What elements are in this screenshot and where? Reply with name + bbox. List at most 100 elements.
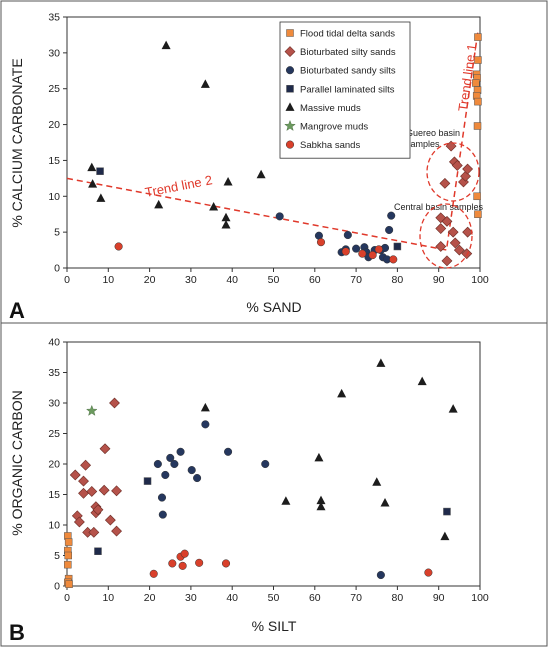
bioturbated-silty-sands-point	[449, 237, 461, 249]
panel-b-x-tick-label: 10	[102, 592, 114, 604]
bioturbated-silty-sands-point	[441, 215, 453, 227]
sabkha-sands-point	[389, 255, 398, 264]
bioturbated-sandy-silts-point	[187, 466, 196, 475]
panel-b-letter: B	[9, 620, 25, 645]
sabkha-sands-point	[341, 247, 350, 256]
bioturbated-sandy-silts-point	[343, 230, 352, 240]
panel-b-x-tick-label: 80	[392, 592, 404, 604]
panel-b-x-tick-label: 70	[350, 592, 362, 604]
bioturbated-sandy-silts-point	[161, 470, 170, 480]
legend-label-bioturbated-sandy-silts: Bioturbated sandy silts	[300, 66, 396, 77]
massive-muds-point	[256, 169, 266, 179]
central-basin-ellipse	[419, 203, 473, 269]
panel-b-x-tick-label: 60	[309, 592, 321, 604]
trend-line-1-line	[446, 31, 479, 247]
panel-a-x-tick-label: 70	[350, 274, 362, 286]
bioturbated-silty-sands-point	[109, 397, 120, 409]
bioturbated-silty-sands-point	[453, 244, 465, 256]
panel-a-y-tick-label: 0	[54, 263, 60, 275]
sabkha-sands-point	[149, 569, 158, 578]
massive-muds-point	[87, 162, 97, 172]
mangrove-muds-point	[86, 404, 98, 416]
panel-a-y-tick-label: 5	[54, 227, 60, 239]
massive-muds-point	[316, 501, 326, 511]
panel-b-y-tick-label: 5	[54, 550, 60, 562]
bioturbated-sandy-silts-point	[201, 420, 210, 429]
legend-marker-sabkha-sands	[285, 140, 295, 149]
panel-a-plot: 0 10 20 30 40 50 60 70 80 90 100 0 5 10 15 20 25 30 35	[48, 12, 489, 287]
panel-a-x-tick-label: 50	[268, 274, 280, 286]
bioturbated-silty-sands-point	[439, 177, 451, 189]
panel-b-x-tick-label: 50	[268, 592, 280, 604]
panel-b-y-tick-label: 0	[54, 581, 60, 593]
panel-a-letter: A	[9, 298, 25, 323]
bioturbated-silty-sands-point	[435, 223, 447, 234]
bioturbated-sandy-silts-point	[158, 510, 167, 519]
panel-b-x-tick-label: 100	[471, 592, 489, 604]
legend-label-sabkha-sands: Sabkha sands	[300, 140, 360, 151]
legend-label-massive-muds: Massive muds	[300, 103, 361, 114]
massive-muds-point	[417, 376, 427, 386]
bioturbated-sandy-silts-point	[166, 453, 175, 462]
panel-b-frame	[0, 322, 548, 647]
bioturbated-sandy-silts-point	[170, 459, 179, 469]
sabkha-sands-point	[180, 549, 189, 558]
panel-b-y-tick-label: 20	[48, 459, 60, 471]
panel-b-plot-area	[66, 341, 481, 587]
panel-b-x-tick-label: 90	[433, 592, 445, 604]
panel-b-x-tick-label: 20	[144, 592, 156, 604]
panel-a-y-tick-label: 25	[48, 83, 60, 95]
legend-marker-massive-muds	[285, 102, 295, 111]
panel-b-x-tick-label: 40	[226, 592, 238, 604]
sabkha-sands-point	[195, 558, 204, 567]
massive-muds-point	[372, 477, 382, 486]
flood-tidal-delta-sands-point	[473, 192, 481, 201]
bioturbated-silty-sands-point	[111, 485, 122, 497]
bioturbated-silty-sands-point	[80, 459, 92, 471]
trend-line-2-line	[66, 177, 448, 251]
massive-muds-point	[200, 402, 210, 412]
sabkha-sands-point	[368, 251, 377, 260]
bioturbated-sandy-silts-point	[261, 459, 270, 469]
panel-a-x-tick-label: 20	[144, 274, 156, 286]
bioturbated-sandy-silts-point	[153, 459, 162, 469]
legend-marker-flood-tidal-delta-sands	[286, 29, 294, 37]
massive-muds-point	[316, 495, 326, 505]
legend-label-bioturbated-silty-sands: Bioturbated silty sands	[300, 47, 396, 58]
bioturbated-silty-sands-point	[441, 255, 453, 267]
bioturbated-silty-sands-point	[461, 248, 473, 260]
flood-tidal-delta-sands-point	[473, 122, 482, 130]
panel-a-x-tick-label: 60	[309, 274, 321, 286]
massive-muds-point	[376, 358, 386, 367]
bioturbated-silty-sands-point	[447, 226, 459, 238]
legend-label-flood-tidal-delta-sands: Flood tidal delta sands	[300, 29, 395, 40]
sabkha-sands-point	[178, 561, 187, 570]
panel-b-x-tick-label: 30	[185, 592, 197, 604]
bioturbated-sandy-silts-point	[352, 244, 361, 253]
panel-b-y-tick-label: 40	[48, 337, 60, 349]
panel-b-y-tick-label: 15	[48, 489, 60, 501]
panel-b-y-tick-label: 35	[48, 367, 60, 379]
panel-b-y-tick-label: 25	[48, 428, 60, 440]
massive-muds-point	[223, 176, 233, 186]
massive-muds-point	[221, 212, 231, 222]
legend-marker-parallel-laminated-silts	[286, 85, 294, 93]
panel-a-x-tick-label: 30	[185, 274, 197, 286]
panel-a-x-axis-label: % SAND	[246, 299, 301, 315]
bioturbated-sandy-silts-point	[275, 212, 284, 221]
legend-marker-bioturbated-sandy-silts	[285, 66, 295, 75]
sabkha-sands-point	[424, 568, 433, 577]
bioturbated-sandy-silts-point	[224, 447, 233, 456]
sabkha-sands-point	[358, 249, 367, 258]
panel-b-plot: 0 10 20 30 40 50 60 70 80 90 100 0 5 10 15 20 25 30 35 40	[48, 337, 489, 605]
sabkha-sands-point	[316, 238, 326, 247]
massive-muds-point	[337, 388, 347, 398]
massive-muds-point	[221, 219, 231, 229]
parallel-laminated-silts-point	[393, 242, 402, 251]
panel-a-y-tick-label: 20	[48, 119, 60, 131]
massive-muds-point	[314, 452, 324, 462]
massive-muds-point	[440, 531, 450, 541]
massive-muds-point	[96, 193, 106, 202]
